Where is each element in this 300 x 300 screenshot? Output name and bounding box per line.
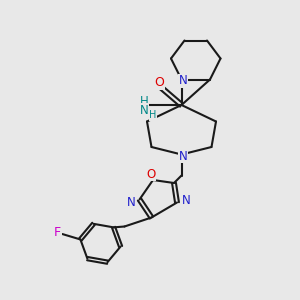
Text: N: N — [182, 194, 190, 208]
Text: N: N — [140, 104, 148, 117]
Text: N: N — [178, 74, 188, 88]
Text: O: O — [154, 76, 164, 89]
Text: H: H — [140, 95, 148, 108]
Text: N: N — [178, 149, 188, 163]
Text: N: N — [127, 196, 136, 209]
Text: F: F — [53, 226, 61, 239]
Text: H: H — [149, 110, 157, 121]
Text: O: O — [146, 167, 155, 181]
